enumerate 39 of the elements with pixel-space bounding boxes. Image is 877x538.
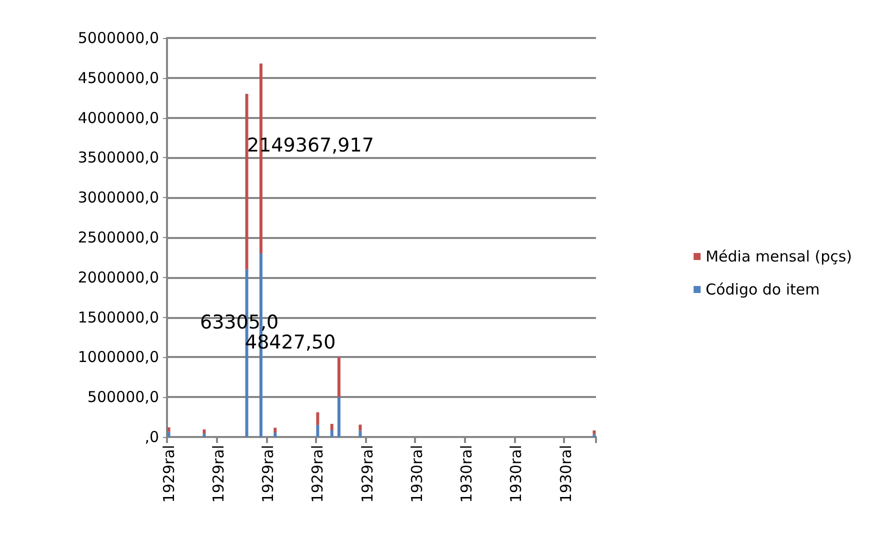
bar [202,429,206,434]
bar [316,412,320,426]
bar [316,425,320,437]
bar [202,434,206,437]
y-tick-label: 2500000,0 [78,228,159,246]
x-tick-label: 1929ral [308,445,327,503]
y-tick-label: 4500000,0 [78,68,159,87]
y-tick-label: 1000000,0 [78,348,159,366]
x-tick-label: 1930ral [556,445,575,503]
bar [337,357,340,398]
bar [358,424,362,431]
bar [592,430,596,434]
x-tick-label: 1930ral [458,445,476,503]
bar [358,430,362,437]
y-tick-label: ,0 [144,428,159,446]
y-tick-label: 5000000,0 [78,29,159,47]
y-tick-label: 4000000,0 [78,108,159,127]
y-tick-label: 3000000,0 [78,188,159,207]
y-tick-label: 1500000,0 [78,308,159,326]
x-tick-label: 1929ral [209,445,228,503]
x-tick-label: 1930ral [507,445,526,503]
y-tick-label: 500000,0 [87,388,159,406]
y-tick-label: 2000000,0 [78,268,159,286]
y-tick-label: 3500000,0 [78,148,159,167]
bar [167,427,170,432]
bar [330,430,334,437]
x-tick-label: 1929ral [160,445,178,503]
bar [274,428,277,433]
bar [592,434,596,437]
legend-label: Código do item [706,280,820,298]
x-tick-label: 1929ral [358,445,376,503]
legend-label: Média mensal (pçs) [706,248,852,266]
x-tick-label: 1930ral [408,445,426,503]
bar [330,424,334,430]
bar [167,432,170,437]
x-tick-label: 1929ral [259,445,278,503]
bar [245,94,248,270]
bar [274,432,277,437]
bar [337,397,340,437]
